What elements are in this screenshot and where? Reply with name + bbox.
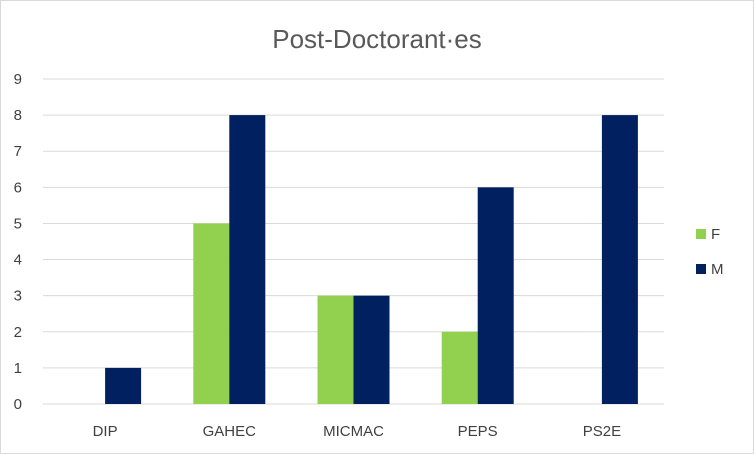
chart-title: Post-Doctorant·es bbox=[272, 24, 482, 54]
x-axis: DIP GAHEC MICMAC PEPS PS2E bbox=[93, 423, 621, 440]
legend: FM bbox=[696, 226, 724, 278]
legend-label-m: M bbox=[711, 261, 724, 278]
x-tick-label: MICMAC bbox=[323, 423, 384, 440]
bar-m-dip bbox=[105, 367, 142, 404]
grid-lines bbox=[43, 78, 664, 405]
y-tick-label: 1 bbox=[14, 360, 22, 377]
y-tick-label: 5 bbox=[14, 215, 22, 232]
bar-f-peps bbox=[441, 331, 478, 404]
bar-f-gahec bbox=[193, 223, 230, 404]
y-tick-label: 9 bbox=[14, 71, 22, 88]
y-tick-label: 3 bbox=[14, 288, 22, 305]
bar-m-micmac bbox=[353, 295, 390, 404]
x-tick-label: PS2E bbox=[583, 423, 621, 440]
y-tick-label: 8 bbox=[14, 107, 22, 124]
x-tick-label: PEPS bbox=[458, 423, 498, 440]
y-tick-label: 6 bbox=[14, 179, 22, 196]
y-tick-label: 0 bbox=[14, 396, 22, 413]
y-tick-label: 2 bbox=[14, 324, 22, 341]
x-tick-label: GAHEC bbox=[203, 423, 257, 440]
x-tick-label: DIP bbox=[93, 423, 118, 440]
y-tick-label: 7 bbox=[14, 143, 22, 160]
bar-f-micmac bbox=[317, 295, 354, 404]
legend-swatch-f bbox=[696, 229, 706, 239]
bar-m-peps bbox=[477, 187, 514, 404]
legend-swatch-m bbox=[696, 264, 706, 274]
bar-m-gahec bbox=[229, 115, 266, 404]
y-axis: 0 1 2 3 4 5 6 7 8 9 bbox=[14, 71, 22, 413]
bars bbox=[105, 115, 638, 404]
legend-label-f: F bbox=[711, 226, 720, 243]
y-tick-label: 4 bbox=[14, 252, 22, 269]
bar-m-ps2e bbox=[601, 115, 638, 404]
